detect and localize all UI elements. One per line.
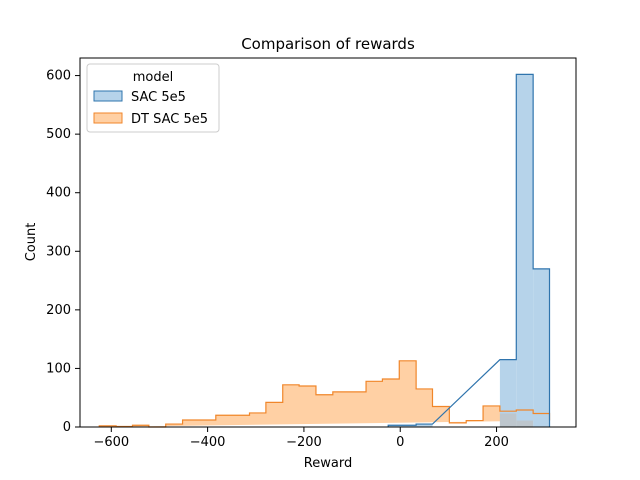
sac-bar — [416, 424, 433, 427]
dt-sac-bar — [183, 420, 200, 427]
plot-area — [79, 57, 577, 428]
dt-sac-bar — [449, 423, 466, 427]
y-axis: 0 100 200 300 400 500 600 — [46, 69, 80, 435]
x-axis-label: Reward — [304, 456, 352, 471]
dt-sac-bar — [333, 392, 350, 427]
sac-bar — [533, 268, 550, 427]
dt-sac-bar — [216, 415, 233, 427]
plot-frame — [79, 57, 577, 428]
legend-swatch-dt-sac — [93, 112, 123, 124]
dt-sac-bar — [199, 420, 215, 427]
dt-sac-bar — [416, 389, 432, 427]
sac-bar — [516, 74, 534, 428]
y-tick-label: 0 — [63, 420, 71, 435]
dt-sac-bar — [250, 413, 266, 427]
dt-sac-bar — [399, 361, 416, 427]
dt-sac-bar — [299, 386, 316, 427]
legend-label-sac: SAC 5e5 — [131, 90, 186, 105]
dt-sac-outline — [98, 360, 551, 428]
y-axis-label: Count — [24, 223, 39, 262]
x-tick-label: 200 — [484, 435, 509, 450]
dt-sac-bar — [466, 421, 483, 427]
x-tick-label: 0 — [396, 435, 404, 450]
sac-bar — [388, 425, 401, 427]
dt-sac-bar — [366, 381, 382, 427]
dt-sac-bar — [266, 402, 283, 427]
dt-sac-bar — [283, 385, 299, 427]
legend: model SAC 5e5 DT SAC 5e5 — [86, 63, 220, 133]
y-tick-label: 400 — [46, 186, 71, 201]
x-axis: −600 −400 −200 0 200 — [93, 427, 509, 450]
chart-title: Comparison of rewards — [241, 35, 415, 53]
dt-sac-bar — [233, 415, 250, 427]
overlap-bar — [499, 413, 517, 427]
y-tick-label: 600 — [46, 69, 71, 84]
legend-title: model — [133, 70, 173, 85]
sac-bar — [499, 359, 517, 427]
x-tick-label: −200 — [286, 435, 322, 450]
x-tick-label: −600 — [93, 435, 129, 450]
y-tick-label: 300 — [46, 244, 71, 259]
y-tick-label: 500 — [46, 127, 71, 142]
dt-sac-bar — [382, 379, 399, 427]
legend-swatch-sac — [93, 90, 123, 102]
x-tick-label: −400 — [190, 435, 226, 450]
dt-sac-bar — [316, 395, 333, 427]
dt-sac-bar — [350, 392, 366, 427]
legend-label-dt-sac: DT SAC 5e5 — [131, 112, 208, 127]
y-tick-label: 100 — [46, 361, 71, 376]
dt-sac-area — [99, 360, 550, 427]
dt-sac-bar — [483, 406, 500, 427]
y-tick-label: 200 — [46, 303, 71, 318]
sac-outline — [387, 73, 551, 427]
overlap-bar — [516, 420, 534, 427]
sac-bar — [400, 425, 417, 427]
